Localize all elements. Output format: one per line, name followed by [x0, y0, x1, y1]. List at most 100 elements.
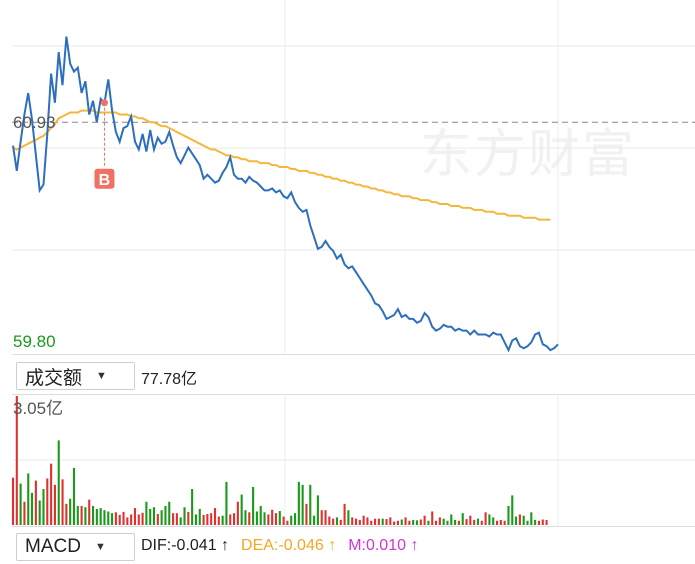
volume-bar: [492, 517, 495, 525]
volume-bar: [57, 440, 60, 525]
volume-bar: [69, 498, 72, 525]
macd-indicator-selector[interactable]: MACD ▼: [16, 533, 135, 561]
volume-bar: [507, 505, 510, 525]
volume-bar: [370, 520, 373, 525]
chevron-down-icon: ▼: [94, 541, 106, 553]
volume-bar: [118, 514, 121, 525]
volume-bar: [457, 520, 460, 525]
volume-bar: [23, 501, 26, 525]
volume-bar: [408, 520, 411, 525]
volume-bar: [438, 517, 441, 525]
volume-bar: [374, 518, 377, 525]
series-average-line: [12, 109, 551, 221]
low-price-label: 59.80: [13, 332, 56, 351]
volume-bar: [50, 463, 53, 525]
volume-bar: [286, 520, 289, 525]
volume-bar: [263, 512, 266, 525]
volume-bar: [38, 500, 41, 525]
volume-bar: [172, 513, 175, 525]
volume-bar: [183, 507, 186, 525]
volume-bar: [305, 503, 308, 525]
volume-bar: [233, 513, 236, 525]
volume-bar: [202, 514, 205, 525]
volume-bar: [526, 520, 529, 525]
volume-bar: [160, 510, 163, 525]
volume-bar: [179, 517, 182, 525]
volume-bar: [65, 503, 68, 525]
volume-bar: [191, 489, 194, 525]
volume-bar: [42, 489, 45, 525]
pane-divider: [12, 526, 695, 527]
volume-bar: [454, 519, 457, 525]
volume-bar: [484, 512, 487, 525]
volume-bar: [198, 508, 201, 525]
volume-bar: [423, 515, 426, 525]
price-chart-svg: B 60.93 59.80: [12, 0, 695, 354]
volume-bar: [313, 515, 316, 525]
volume-bar: [415, 520, 419, 525]
volume-bar: [515, 516, 518, 525]
volume-bar: [290, 515, 293, 525]
volume-indicator-selector[interactable]: 成交额 ▼: [16, 362, 135, 390]
volume-bar: [335, 517, 338, 525]
volume-bar: [259, 505, 262, 525]
volume-bar: [537, 520, 540, 525]
volume-bar: [240, 494, 243, 525]
volume-bar: [145, 501, 148, 525]
volume-bar: [381, 518, 384, 525]
pane-divider: [12, 354, 695, 355]
volume-bar: [351, 517, 354, 525]
volume-bar: [419, 519, 422, 525]
volume-bar: [91, 505, 95, 525]
macd-selector-label: MACD: [25, 536, 81, 557]
volume-bar: [152, 507, 156, 525]
volume-bar: [31, 492, 34, 525]
volume-bar: [465, 519, 468, 525]
volume-bar: [480, 520, 483, 525]
volume-bar: [427, 520, 430, 525]
volume-bar: [400, 519, 403, 525]
volume-bar: [343, 503, 346, 525]
volume-bar: [339, 519, 342, 525]
volume-bar: [244, 510, 247, 525]
volume-bar: [225, 481, 228, 525]
volume-bar: [396, 520, 399, 525]
volume-bar: [111, 513, 114, 525]
volume-bar: [476, 518, 480, 525]
volume-bar: [53, 484, 56, 525]
volume-bar: [99, 508, 102, 525]
volume-bar: [473, 519, 476, 525]
volume-bar: [236, 501, 239, 525]
volume-bar: [518, 514, 521, 525]
volume-bar: [389, 517, 392, 525]
volume-bar: [84, 507, 87, 525]
volume-bar: [46, 478, 49, 525]
volume-bar: [217, 516, 220, 525]
volume-bar: [362, 515, 365, 525]
volume-bar: [347, 510, 350, 525]
volume-bar: [442, 518, 445, 525]
volume-max-label: 3.05亿: [13, 399, 63, 418]
buy-marker-badge: [94, 168, 115, 189]
volume-bar: [103, 510, 106, 525]
volume-bar: [511, 495, 514, 525]
volume-bar: [297, 481, 300, 525]
pane-divider: [12, 394, 695, 395]
volume-bar: [461, 513, 464, 525]
volume-bar: [412, 519, 415, 525]
volume-bar: [495, 520, 499, 525]
volume-bar: [534, 519, 537, 525]
volume-bar: [469, 515, 472, 525]
volume-bar: [130, 514, 133, 525]
volume-bar: [393, 521, 396, 525]
buy-marker-label: B: [99, 172, 111, 189]
volume-bar: [278, 511, 281, 525]
volume-bar: [332, 518, 335, 525]
volume-bar: [137, 514, 140, 525]
volume-bar: [141, 512, 144, 525]
volume-bar: [522, 515, 525, 525]
watermark: 东方财富: [420, 125, 637, 185]
volume-bar: [133, 508, 137, 525]
volume-bar: [324, 510, 327, 525]
volume-bar: [358, 519, 361, 525]
